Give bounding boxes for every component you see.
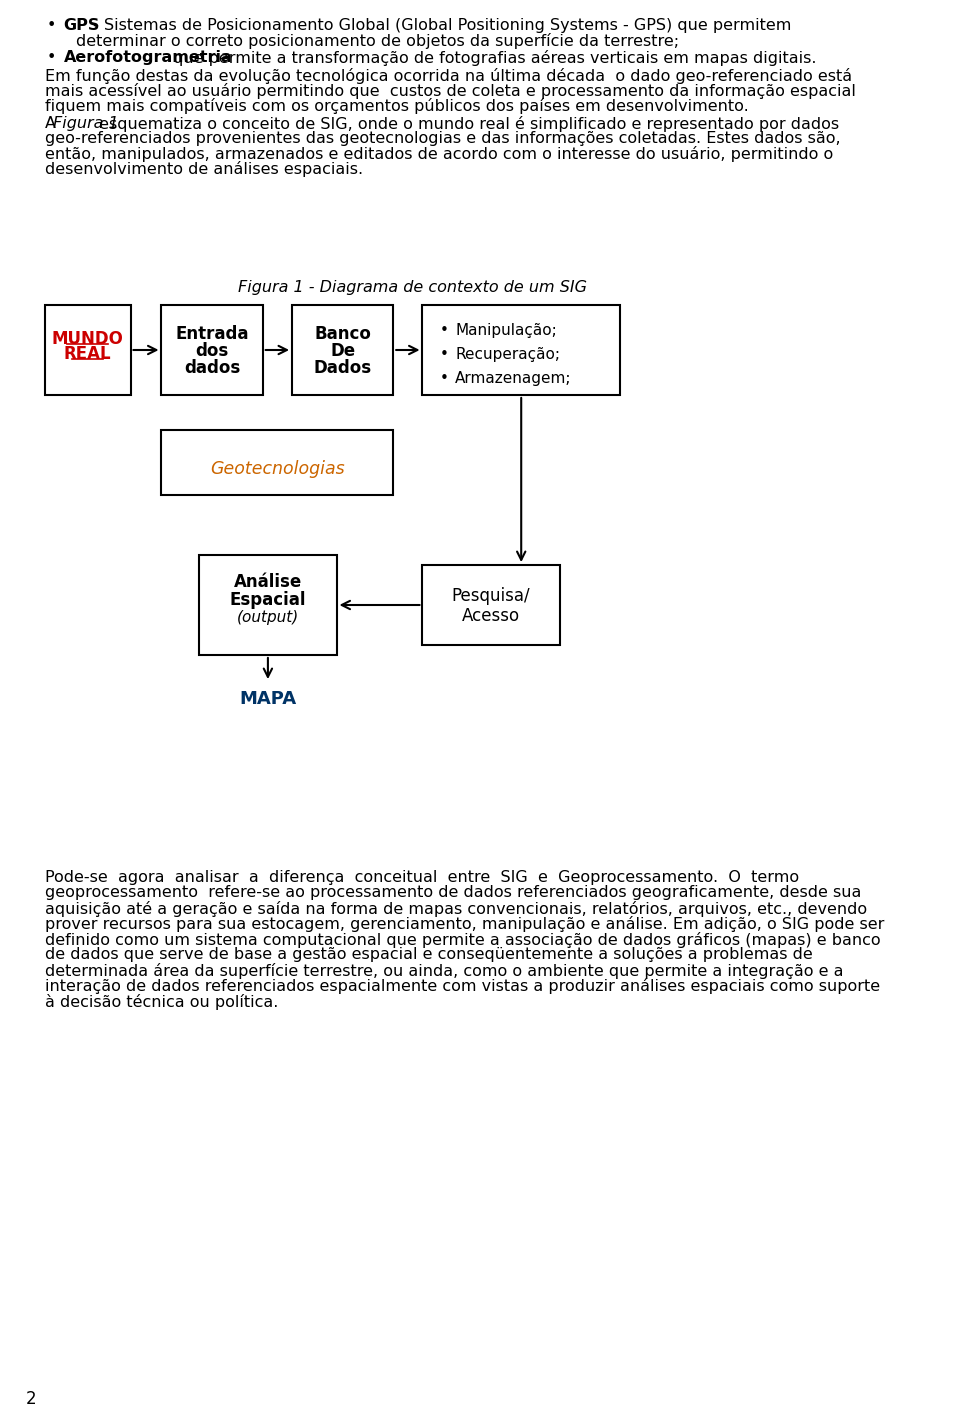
FancyBboxPatch shape [161, 305, 263, 396]
FancyBboxPatch shape [45, 305, 131, 396]
Text: De: De [330, 342, 355, 360]
Text: A: A [45, 117, 60, 131]
Text: Aerofotogrametria: Aerofotogrametria [63, 50, 232, 65]
Text: •: • [46, 50, 56, 65]
Text: Armazenagem;: Armazenagem; [455, 371, 571, 386]
Text: determinada área da superfície terrestre, ou ainda, como o ambiente que permite : determinada área da superfície terrestre… [45, 963, 843, 979]
Text: Espacial: Espacial [229, 591, 306, 609]
FancyBboxPatch shape [422, 305, 620, 396]
FancyBboxPatch shape [292, 305, 394, 396]
Text: 2: 2 [26, 1390, 36, 1407]
FancyBboxPatch shape [161, 430, 394, 495]
Text: fiquem mais compatíveis com os orçamentos públicos dos países em desenvolvimento: fiquem mais compatíveis com os orçamento… [45, 98, 749, 114]
Text: mais acessível ao usuário permitindo que  custos de coleta e processamento da in: mais acessível ao usuário permitindo que… [45, 83, 855, 100]
Text: Entrada: Entrada [176, 324, 249, 343]
Text: prover recursos para sua estocagem, gerenciamento, manipulação e análise. Em adi: prover recursos para sua estocagem, gere… [45, 916, 884, 932]
Text: •: • [440, 371, 448, 386]
Text: GPS: GPS [63, 18, 100, 33]
Text: REAL: REAL [63, 344, 111, 363]
Text: então, manipulados, armazenados e editados de acordo com o interesse do usuário,: então, manipulados, armazenados e editad… [45, 147, 833, 162]
Text: Pesquisa/: Pesquisa/ [452, 588, 531, 605]
Text: Dados: Dados [314, 359, 372, 377]
Text: geo-referenciados provenientes das geotecnologias e das informações coletadas. E: geo-referenciados provenientes das geote… [45, 131, 840, 147]
FancyBboxPatch shape [422, 565, 560, 645]
Text: •: • [46, 18, 56, 33]
Text: geoprocessamento  refere-se ao processamento de dados referenciados geograficame: geoprocessamento refere-se ao processame… [45, 885, 861, 901]
Text: Figura 1: Figura 1 [53, 117, 119, 131]
Text: Figura 1 - Diagrama de contexto de um SIG: Figura 1 - Diagrama de contexto de um SI… [238, 280, 587, 295]
Text: dados: dados [184, 359, 240, 377]
Text: interação de dados referenciados espacialmente com vistas a produzir análises es: interação de dados referenciados espacia… [45, 979, 879, 995]
Text: que permite a transformação de fotografias aéreas verticais em mapas digitais.: que permite a transformação de fotografi… [168, 50, 817, 65]
Text: definido como um sistema computacional que permite a associação de dados gráfico: definido como um sistema computacional q… [45, 932, 880, 948]
Text: Análise: Análise [234, 573, 302, 591]
Text: dos: dos [196, 342, 228, 360]
Text: Acesso: Acesso [462, 608, 520, 625]
Text: (output): (output) [237, 610, 299, 625]
Text: Geotecnologias: Geotecnologias [210, 460, 345, 478]
Text: •: • [440, 323, 448, 339]
Text: Recuperação;: Recuperação; [455, 347, 560, 361]
Text: MUNDO: MUNDO [52, 330, 124, 349]
Text: Pode-se  agora  analisar  a  diferença  conceitual  entre  SIG  e  Geoprocessame: Pode-se agora analisar a diferença conce… [45, 869, 799, 885]
Text: esquematiza o conceito de SIG, onde o mundo real é simplificado e representado p: esquematiza o conceito de SIG, onde o mu… [94, 117, 840, 132]
Text: desenvolvimento de análises espaciais.: desenvolvimento de análises espaciais. [45, 161, 363, 176]
FancyBboxPatch shape [200, 555, 337, 655]
Text: Banco: Banco [314, 324, 372, 343]
Text: aquisição até a geração e saída na forma de mapas convencionais, relatórios, arq: aquisição até a geração e saída na forma… [45, 901, 867, 916]
Text: determinar o correto posicionamento de objetos da superfície da terrestre;: determinar o correto posicionamento de o… [76, 33, 679, 48]
Text: Manipulação;: Manipulação; [455, 323, 557, 339]
Text: MAPA: MAPA [239, 690, 297, 709]
Text: •: • [440, 347, 448, 361]
Text: à decisão técnica ou política.: à decisão técnica ou política. [45, 995, 278, 1010]
Text: de dados que serve de base a gestão espacial e conseqüentemente a soluções a pro: de dados que serve de base a gestão espa… [45, 948, 812, 962]
Text: - Sistemas de Posicionamento Global (Global Positioning Systems - GPS) que permi: - Sistemas de Posicionamento Global (Glo… [87, 18, 791, 33]
Text: Em função destas da evolução tecnológica ocorrida na última década  o dado geo-r: Em função destas da evolução tecnológica… [45, 68, 852, 84]
